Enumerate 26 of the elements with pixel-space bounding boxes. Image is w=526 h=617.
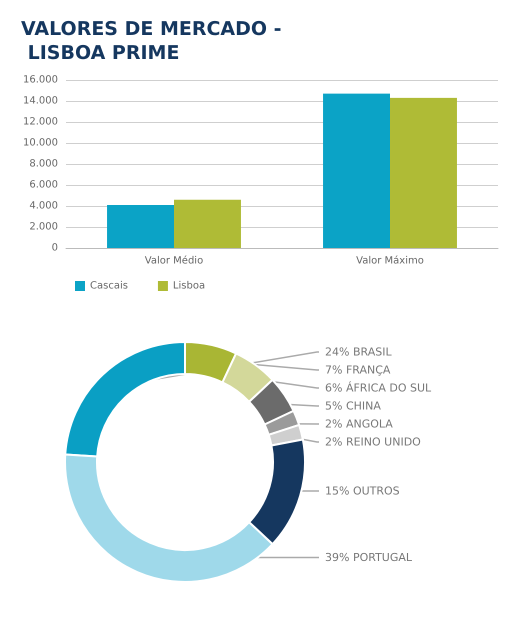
y-tick-label: 0	[52, 242, 58, 254]
chart-title: VALORES DE MERCADO - LISBOA PRIME	[21, 18, 282, 64]
bar	[390, 98, 457, 248]
slice-label: 6% ÁFRICA DO SUL	[325, 380, 432, 394]
slice-label: 39% PORTUGAL	[325, 550, 413, 564]
y-tick-label: 4.000	[29, 200, 58, 212]
legend-label: Lisboa	[172, 280, 206, 292]
y-tick-label: 2.000	[29, 222, 58, 232]
y-tick-label: 8.000	[29, 158, 58, 170]
y-tick-label: 14.000	[23, 96, 58, 106]
bar	[174, 200, 241, 248]
slice-label: 24% BRASIL	[325, 346, 392, 358]
x-tick-label: Valor Médio	[144, 256, 204, 266]
bar	[107, 204, 174, 248]
y-tick-label: 12.000	[23, 116, 58, 128]
y-tick-label: 10.000	[23, 138, 58, 148]
slice-label: 2% REINO UNIDO	[325, 436, 422, 448]
bar	[323, 94, 390, 248]
slice-label: 2% ANGOLA	[325, 418, 394, 430]
y-tick-label: 16.000	[23, 74, 58, 86]
y-tick-label: 6.000	[29, 180, 58, 190]
slice-label: 7% FRANÇA	[325, 364, 391, 376]
slice-label: 15% OUTROS	[325, 484, 400, 498]
slice-label: 5% CHINA	[325, 400, 382, 412]
legend-label: Cascais	[90, 280, 128, 292]
x-tick-label: Valor Máximo	[356, 256, 424, 266]
